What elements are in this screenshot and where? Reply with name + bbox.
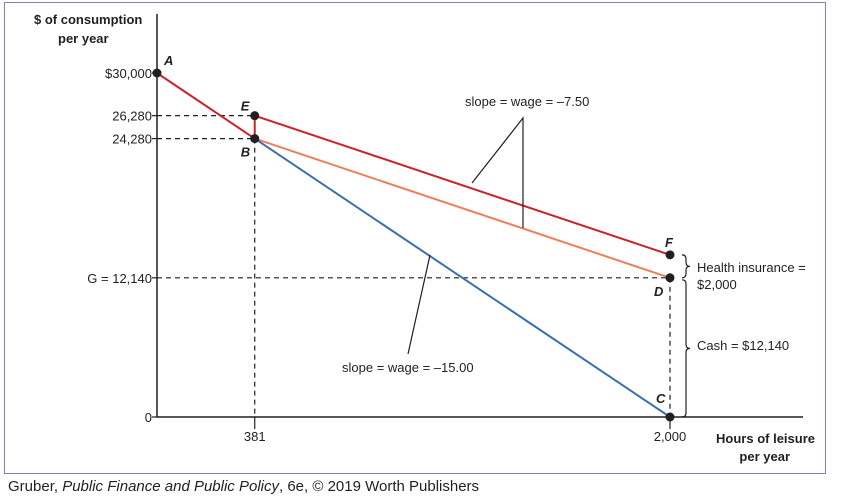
brace-cash xyxy=(681,279,691,418)
series-line-2 xyxy=(254,137,671,279)
point-label-C: C xyxy=(656,391,666,406)
annotation-cash: Cash = $12,140 xyxy=(697,338,789,353)
point-label-B: B xyxy=(241,145,250,160)
y-tick-label: G = 12,140 xyxy=(87,271,152,286)
point-E xyxy=(250,111,260,121)
y-axis-title-line2: per year xyxy=(58,31,109,46)
y-tick-label: 26,280 xyxy=(112,109,152,124)
dashed-guides xyxy=(157,115,671,417)
point-label-F: F xyxy=(665,235,674,250)
y-tick-label: 0 xyxy=(145,410,152,425)
credit-rest: , 6e, © 2019 Worth Publishers xyxy=(279,478,480,495)
credit-author: Gruber, xyxy=(8,478,63,495)
annotations: slope = wage = –7.50 slope = wage = –15.0… xyxy=(342,94,806,418)
point-F xyxy=(665,250,675,260)
series-line-1 xyxy=(156,72,671,256)
y-tick-label: $30,000 xyxy=(105,66,152,81)
point-D xyxy=(665,273,675,283)
point-B xyxy=(250,134,260,144)
point-label-A: A xyxy=(163,53,173,68)
point-label-E: E xyxy=(241,99,250,114)
y-tick-label: 24,280 xyxy=(112,132,152,147)
point-label-D: D xyxy=(654,284,664,299)
data-points: A B C D E F xyxy=(152,53,675,422)
leader-slope-high xyxy=(471,116,524,228)
annotation-health-line1: Health insurance = xyxy=(697,260,806,275)
series-lines xyxy=(156,72,671,418)
x-axis-title-line2: per year xyxy=(739,449,790,464)
budget-constraint-chart: 0 G = 12,140 24,280 26,280 $30,000 381 2,000 A… xyxy=(34,12,815,464)
axes xyxy=(156,14,803,418)
point-C xyxy=(665,412,675,422)
brace-health-insurance xyxy=(681,254,691,279)
source-credit: Gruber, Public Finance and Public Policy… xyxy=(8,478,479,495)
x-tick-label: 381 xyxy=(244,429,266,444)
series-line-3 xyxy=(254,137,671,418)
x-tick-label: 2,000 xyxy=(654,429,687,444)
leader-slope-low xyxy=(407,254,431,355)
figure-frame xyxy=(4,2,826,474)
y-axis-title-line1: $ of consumption xyxy=(34,12,142,27)
point-A xyxy=(152,68,162,78)
annotation-health-line2: $2,000 xyxy=(697,277,737,292)
annotation-slope-high: slope = wage = –7.50 xyxy=(465,94,589,109)
tick-labels: 0 G = 12,140 24,280 26,280 $30,000 381 2,000 xyxy=(87,66,686,444)
annotation-slope-low: slope = wage = –15.00 xyxy=(342,360,474,375)
credit-title: Public Finance and Public Policy xyxy=(62,478,279,495)
x-axis-title-line1: Hours of leisure xyxy=(716,431,815,446)
